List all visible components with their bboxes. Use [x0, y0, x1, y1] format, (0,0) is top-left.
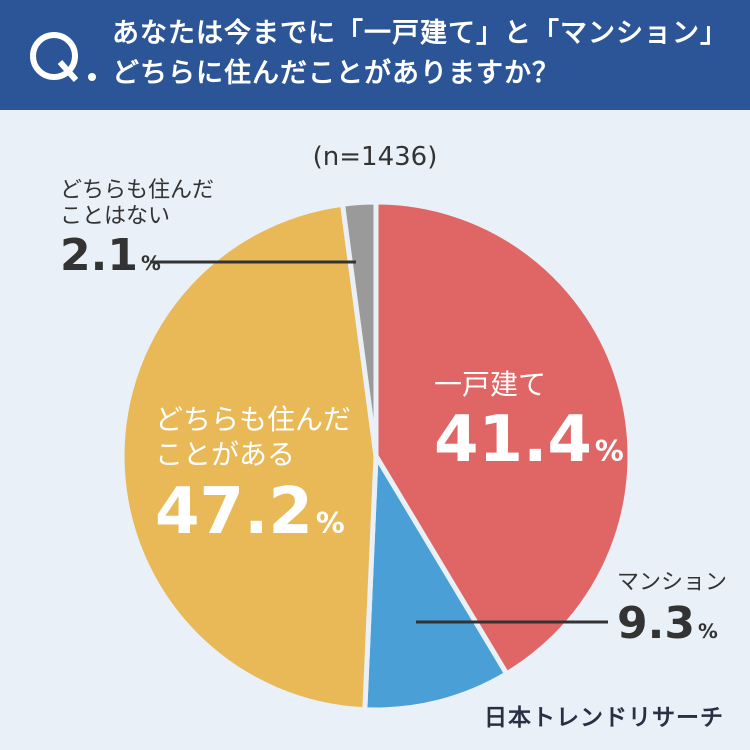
label-both: どちらも住んだ ことがある 47.2%: [155, 402, 351, 563]
label-house: 一戸建て 41.4%: [434, 368, 624, 489]
sample-size-label: (n=1436): [312, 142, 438, 172]
label-neither-line2: ことはない: [60, 204, 171, 229]
label-both-line2: ことがある: [155, 438, 296, 471]
slice-house: [373, 199, 633, 677]
label-both-line1: どちらも住んだ: [155, 403, 352, 436]
brand-logo: 日本トレンドリサーチ: [484, 705, 724, 731]
value-both: 47.2%: [155, 475, 345, 549]
question-line-1: あなたは今までに「一戸建て」と「マンション」: [112, 18, 728, 49]
slice-both: [119, 201, 379, 713]
value-neither: 2.1%: [60, 230, 161, 281]
label-neither-line1: どちらも住んだ: [60, 178, 215, 203]
q-mark-icon: [30, 32, 96, 82]
question-line-2: どちらに住んだことがありますか？: [112, 58, 560, 89]
value-mansion: 9.3%: [617, 598, 718, 649]
label-mansion-text: マンション: [617, 570, 728, 595]
value-house: 41.4%: [434, 403, 624, 477]
label-house-text: 一戸建て: [434, 368, 547, 401]
label-mansion: マンション 9.3%: [617, 570, 727, 660]
slice-neither: [340, 199, 379, 459]
question-title: あなたは今までに「一戸建て」と「マンション」 どちらに住んだことがありますか？: [112, 14, 742, 94]
pie-chart: [119, 199, 633, 713]
slice-mansion: [362, 453, 510, 713]
label-neither: どちらも住んだ ことはない 2.1%: [60, 178, 214, 290]
question-header: あなたは今までに「一戸建て」と「マンション」 どちらに住んだことがありますか？: [0, 0, 750, 110]
